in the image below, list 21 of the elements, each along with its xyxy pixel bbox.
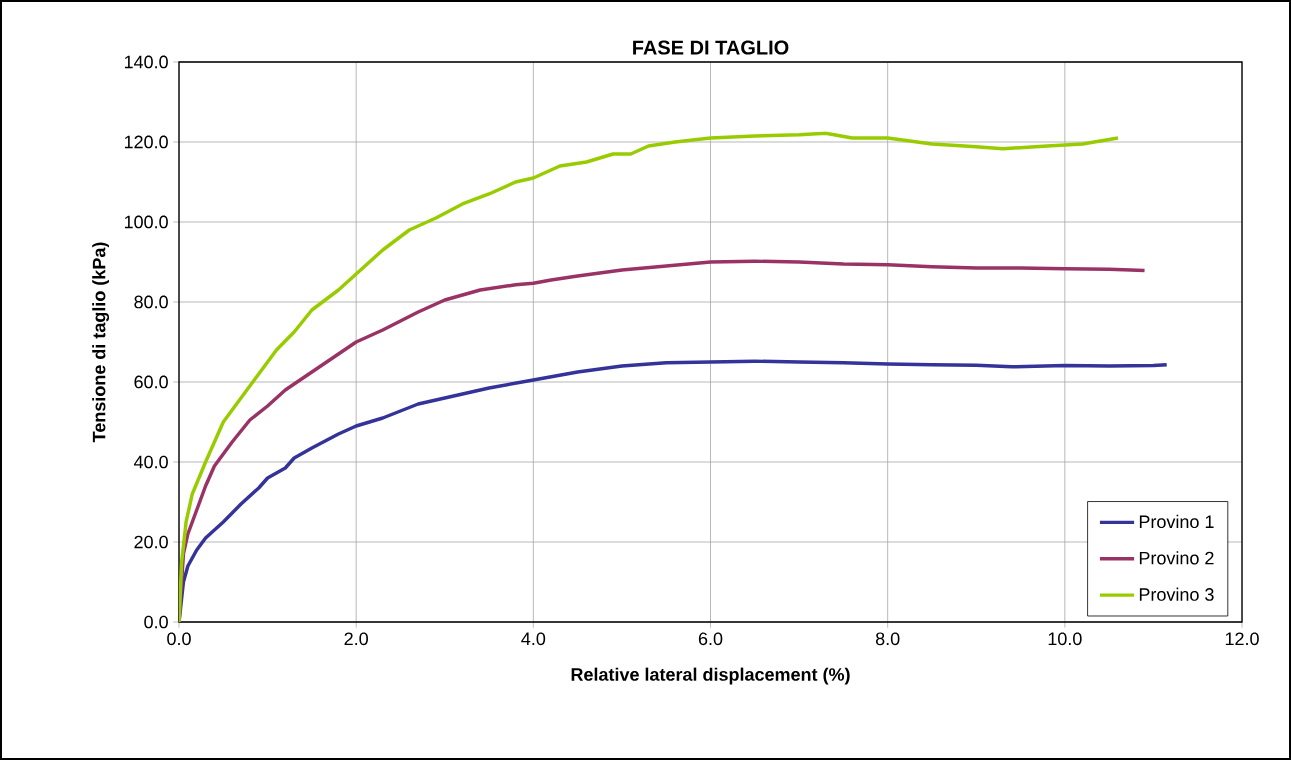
legend-label: Provino 2	[1139, 551, 1214, 565]
y-tick-label: 60.0	[134, 375, 168, 389]
y-tick-label: 0.0	[144, 615, 168, 629]
chart-title: FASE DI TAGLIO	[633, 40, 789, 55]
legend-label: Provino 3	[1139, 587, 1214, 601]
y-tick-label: 140.0	[124, 55, 168, 69]
y-tick-label: 40.0	[133, 455, 168, 469]
x-axis-title: Relative lateral displacement (%)	[571, 667, 850, 685]
y-tick-label: 120.0	[124, 135, 168, 149]
y-tick-label: 80.0	[134, 295, 168, 309]
x-tick-label: 2.0	[344, 632, 368, 646]
legend-label: Provino 1	[1139, 514, 1214, 529]
y-tick-label: 100.0	[124, 215, 168, 229]
y-axis-title: Tensione di taglio (kPa)	[92, 242, 110, 443]
x-tick-label: 10.0	[1048, 632, 1082, 646]
x-tick-label: 12.0	[1225, 632, 1259, 646]
x-tick-label: 6.0	[698, 632, 723, 646]
x-tick-label: 8.0	[875, 632, 900, 646]
x-tick-label: 4.0	[521, 632, 546, 646]
y-tick-label: 20.0	[134, 535, 168, 549]
x-tick-label: 0.0	[167, 632, 191, 646]
